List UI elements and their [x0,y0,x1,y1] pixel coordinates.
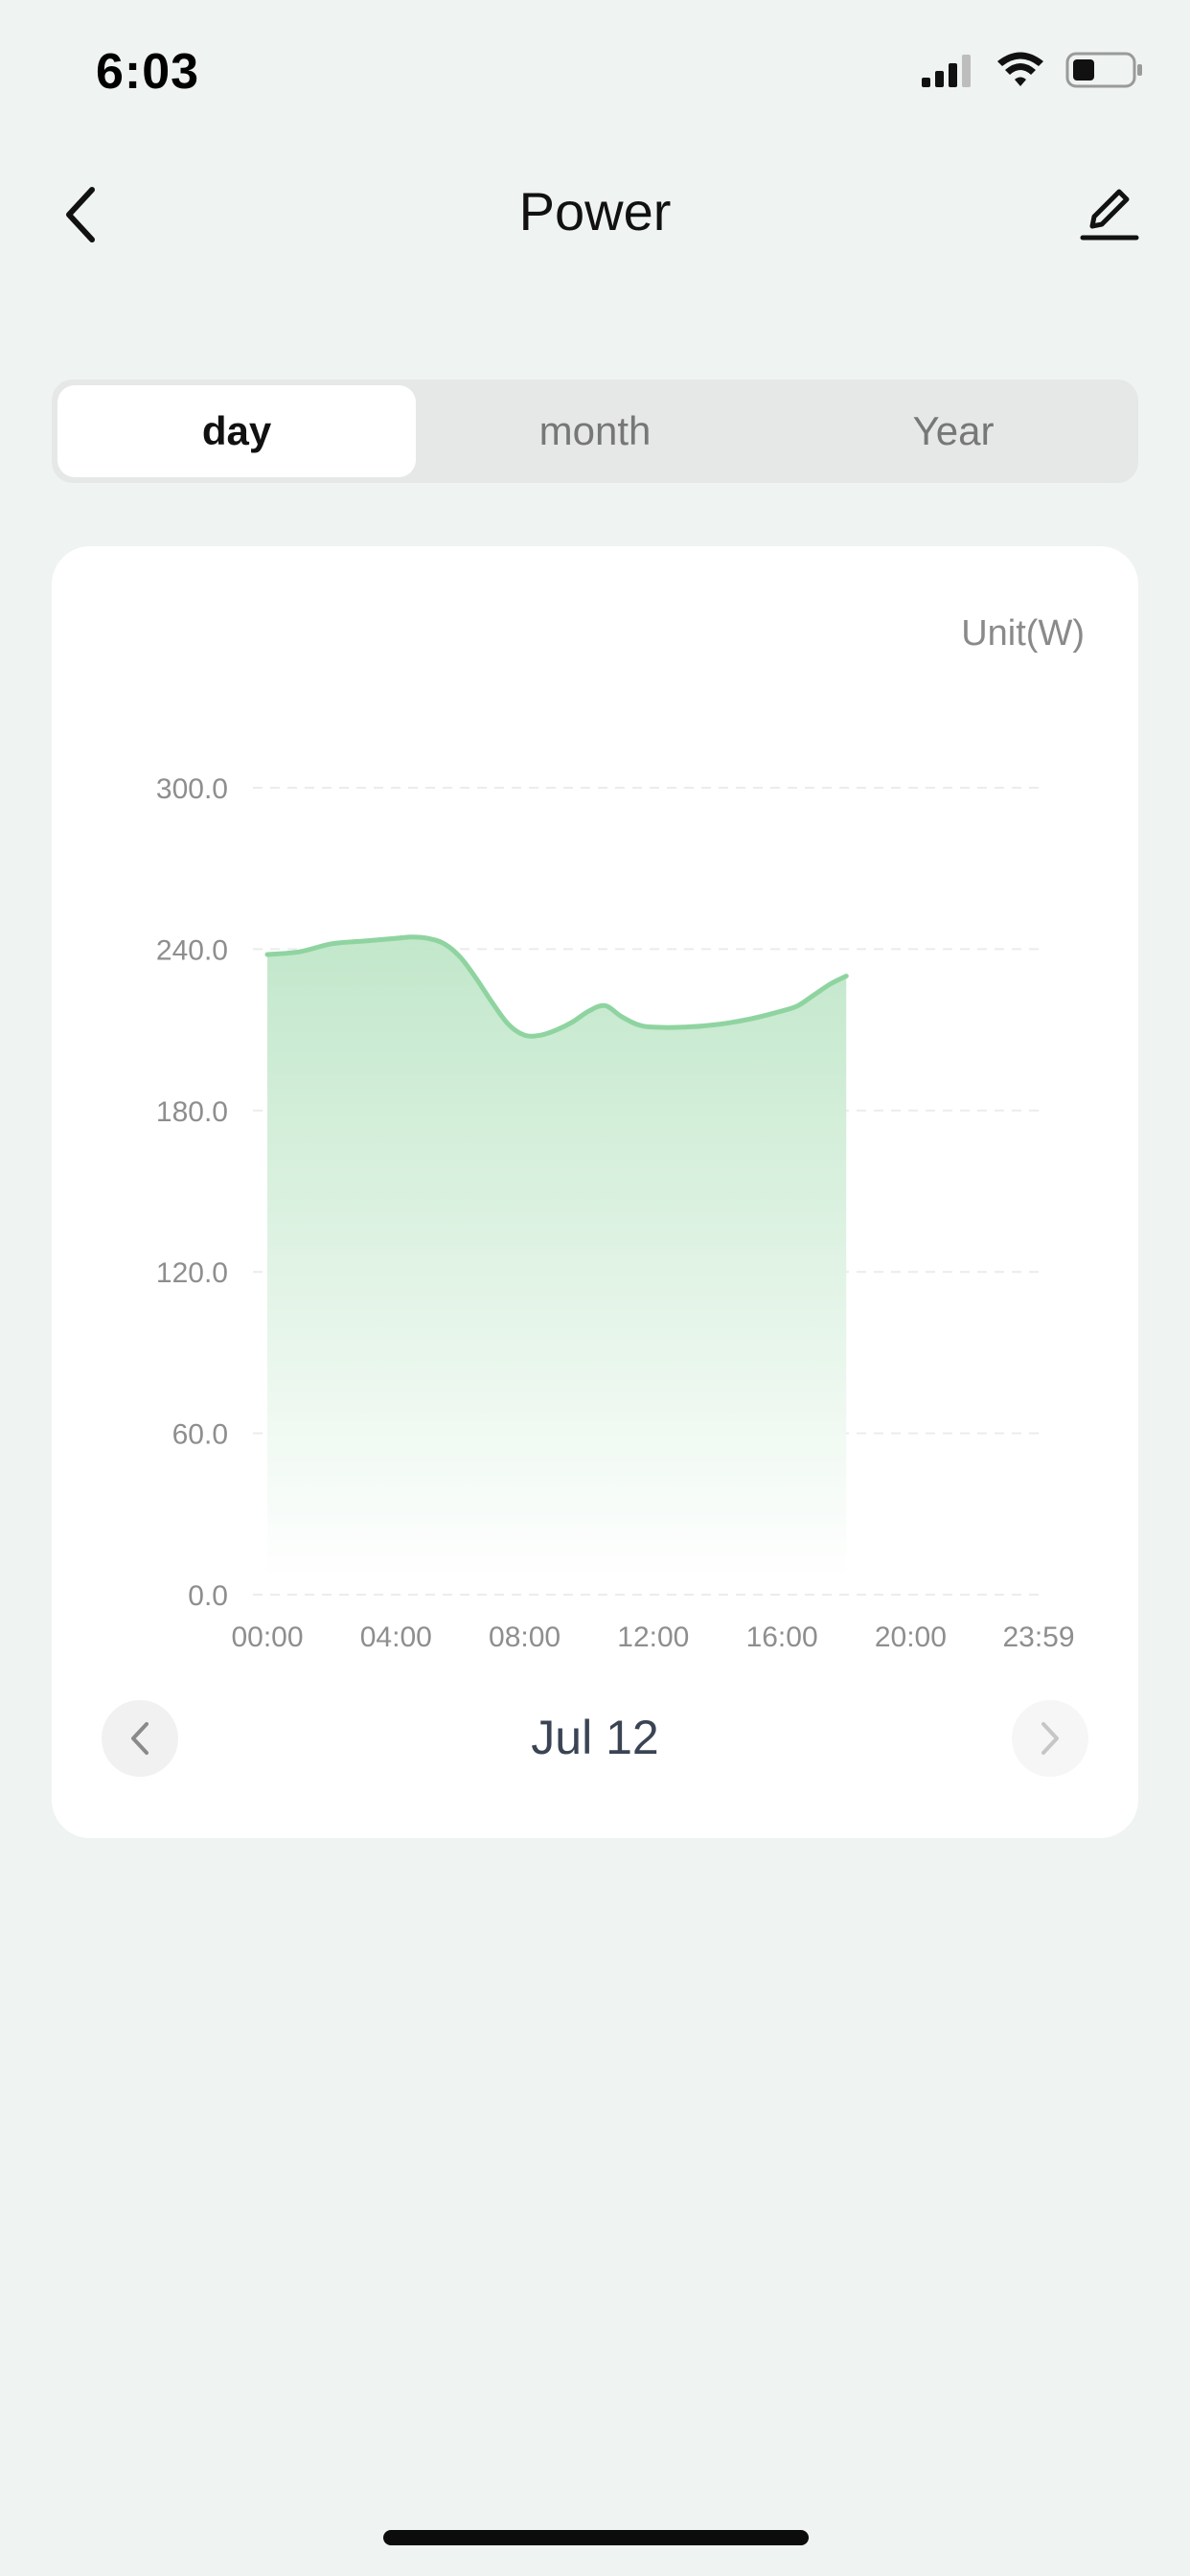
home-indicator [383,2530,809,2545]
y-tick-label: 300.0 [156,773,228,805]
tab-month[interactable]: month [538,408,652,453]
x-tick-label: 23:59 [1002,1622,1074,1653]
back-button[interactable] [42,176,119,253]
unit-label: Unit(W) [961,613,1085,654]
battery-icon [1065,51,1144,94]
next-date-button[interactable] [1012,1700,1088,1777]
y-tick-label: 0.0 [188,1580,228,1612]
pencil-icon [1080,189,1139,241]
wifi-icon [996,52,1044,93]
x-tick-label: 04:00 [360,1622,432,1653]
x-tick-label: 12:00 [617,1622,689,1653]
tab-day[interactable]: day [57,385,416,477]
y-tick-label: 240.0 [156,934,228,966]
period-segmented-control: day month Year [52,380,1138,483]
chevron-left-icon [66,187,95,242]
status-icons [922,50,1144,94]
x-tick-label: 16:00 [746,1622,818,1653]
power-area-chart: 0.0 60.0 120.0 180.0 240.0 300.0 00:00 04:00 08:… [156,773,1075,1653]
status-time: 6:03 [96,44,200,100]
nav-bar: Power [0,153,1190,268]
date-label: Jul 12 [531,1711,659,1764]
edit-button[interactable] [1071,174,1148,251]
date-navigator: Jul 12 [52,1696,1138,1782]
y-tick-label: 180.0 [156,1096,228,1128]
cellular-signal-icon [922,53,975,92]
y-tick-label: 60.0 [172,1419,228,1451]
x-tick-label: 20:00 [875,1622,947,1653]
chevron-right-icon [1041,1722,1059,1755]
previous-date-button[interactable] [102,1700,178,1777]
power-area-fill [267,936,847,1581]
x-tick-label: 00:00 [231,1622,303,1653]
power-chart-card: Unit(W) 0.0 60.0 120.0 180.0 240.0 300.0 00:00… [52,546,1138,1838]
chevron-left-icon [131,1722,149,1755]
power-series-line [264,934,849,1039]
page-title: Power [518,181,672,242]
x-tick-label: 08:00 [489,1622,561,1653]
status-bar: 6:03 [0,0,1190,144]
tab-year[interactable]: Year [912,408,995,453]
y-tick-label: 120.0 [156,1257,228,1289]
